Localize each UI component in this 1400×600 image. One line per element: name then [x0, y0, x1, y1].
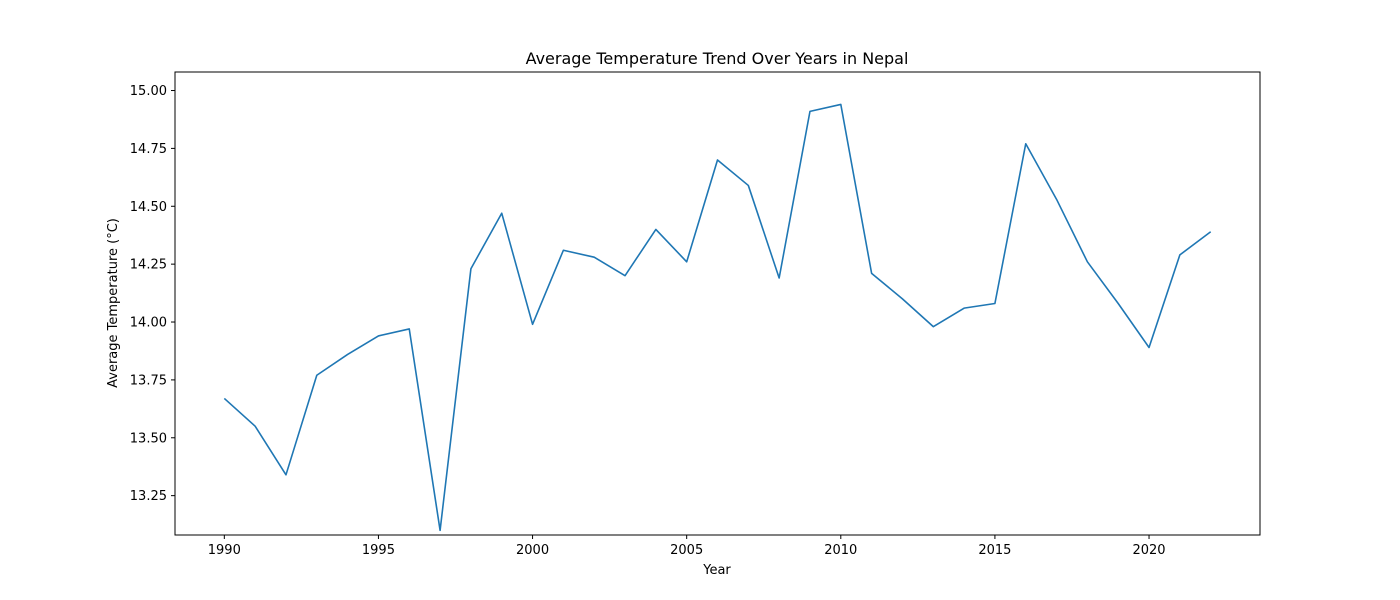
- plot-area: 1990 1995 2000 2005 2010 2015 2020 13.25 13.50 13…: [130, 71, 1261, 558]
- y-tick-label: 14.00: [130, 316, 167, 331]
- x-tick-label: 2000: [516, 543, 549, 558]
- x-tick-label: 2015: [978, 543, 1011, 558]
- y-tick-label: 13.25: [130, 489, 167, 504]
- x-tick-label: 1990: [208, 543, 241, 558]
- x-tick-label: 2005: [670, 543, 703, 558]
- y-tick-label: 13.50: [130, 431, 167, 446]
- axes-frame: [174, 71, 1261, 536]
- y-tick-label: 14.25: [130, 258, 167, 273]
- y-tick-label: 15.00: [130, 84, 167, 99]
- x-tick-label: 1995: [362, 543, 395, 558]
- y-tick-label: 13.75: [130, 373, 167, 388]
- series-line-0: [223, 103, 1212, 532]
- y-tick-label: 14.50: [130, 200, 167, 215]
- y-tick-label: 14.75: [130, 142, 167, 157]
- x-tick-label: 2010: [824, 543, 857, 558]
- x-axis-label: Year: [702, 563, 731, 578]
- x-tick-label: 2020: [1132, 543, 1165, 558]
- chart-title: Average Temperature Trend Over Years in …: [526, 49, 909, 68]
- y-axis-label: Average Temperature (°C): [106, 218, 121, 388]
